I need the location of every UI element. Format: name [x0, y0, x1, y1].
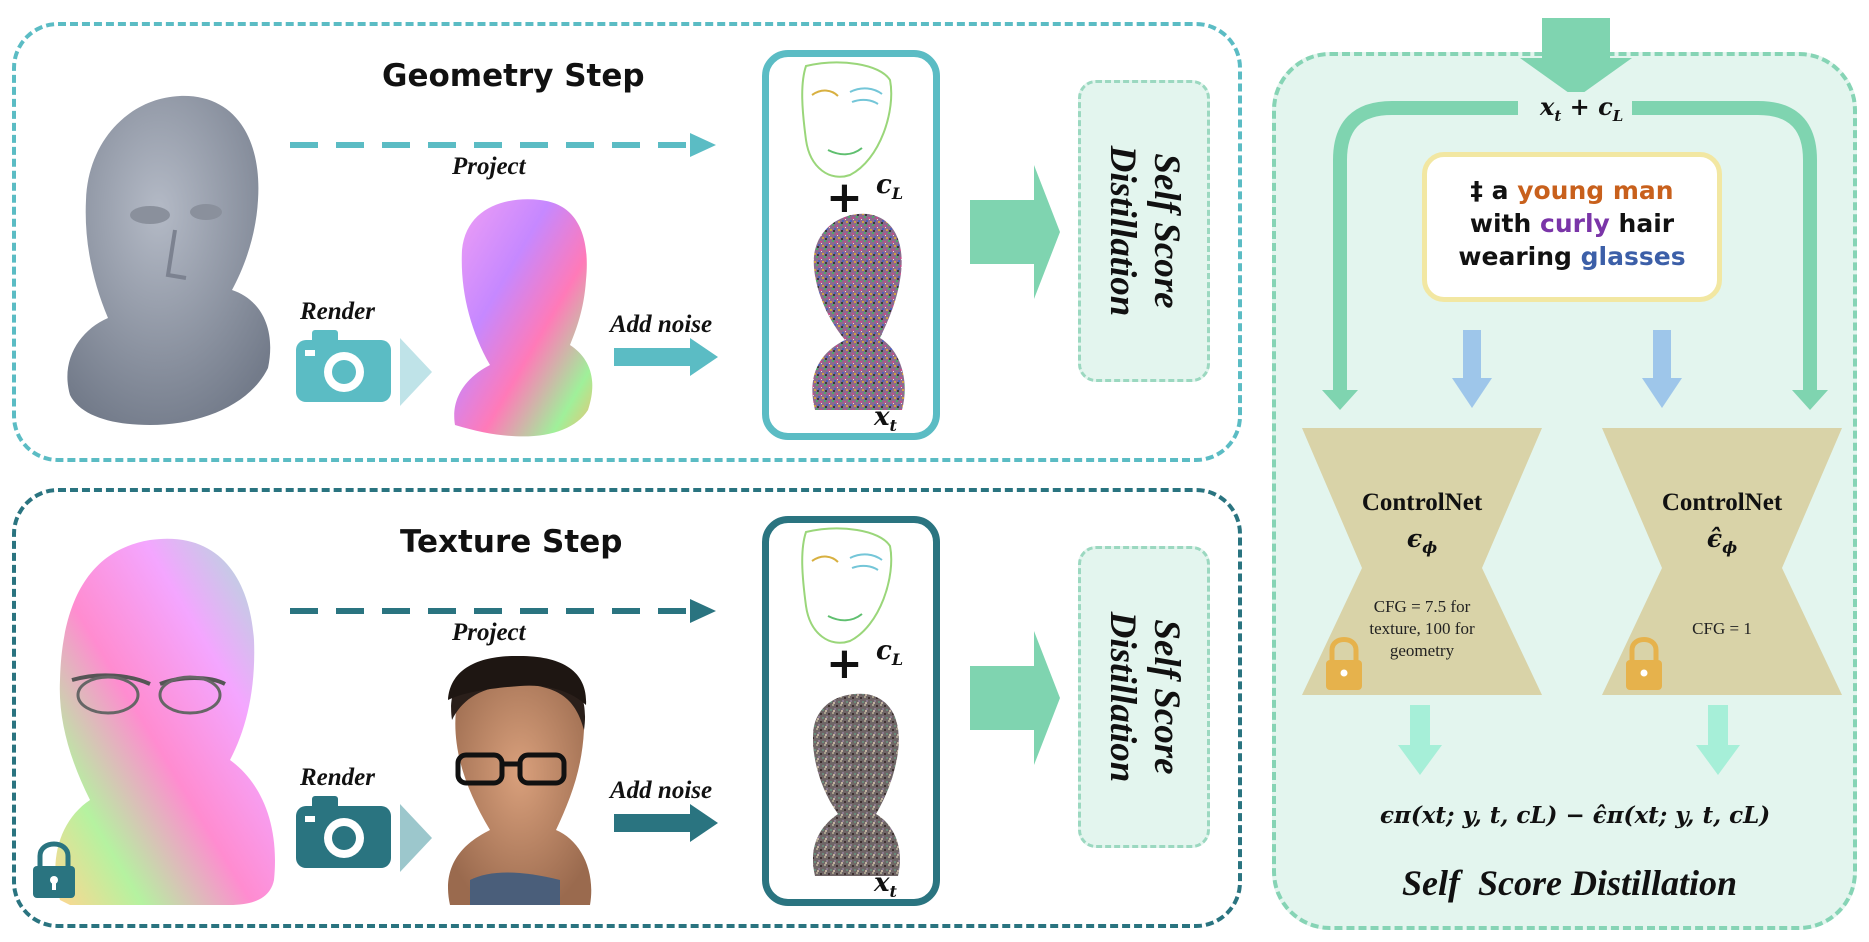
- texture-lock-icon: [33, 841, 75, 898]
- left-controlnet-output-arrow: [1398, 745, 1442, 775]
- geometry-landmark-sketch-image: [801, 61, 893, 178]
- geometry-camera-icon: [296, 330, 391, 402]
- controlnet-left-title: ControlNet: [1361, 489, 1483, 516]
- controlnet-left-cfg: CFG = 7.5 for texture, 100 for geometry: [1369, 597, 1475, 660]
- prompt-word: hair: [1609, 209, 1675, 238]
- right-controlnet-output-arrow: [1696, 745, 1740, 775]
- geometry-cl-label: cL: [876, 170, 904, 204]
- dagger-symbol: ‡: [1470, 176, 1483, 205]
- texture-plus-sign: +: [826, 638, 863, 689]
- texture-step-title: Texture Step: [400, 524, 623, 560]
- ssd-panel-title: Self Score Distillation: [1402, 863, 1738, 903]
- ssd-input-label: xt + cL: [1536, 92, 1628, 125]
- controlnet-right-symbol: ϵ̂ϕ: [1706, 524, 1738, 557]
- geometry-render-label: Render: [300, 298, 375, 325]
- geometry-project-label: Project: [452, 153, 526, 180]
- ssd-left-branch: [1333, 101, 1518, 395]
- text-prompt-box: ‡ a young man with curly hair wearing gl…: [1422, 152, 1722, 302]
- texture-landmark-sketch-image: [801, 527, 893, 644]
- geometry-step-panel: [12, 22, 1242, 462]
- texture-add-noise-label: Add noise: [610, 777, 713, 804]
- prompt-curly: curly: [1540, 209, 1610, 238]
- controlnet-left-symbol: ϵϕ: [1406, 524, 1438, 557]
- prompt-word: with: [1469, 209, 1541, 238]
- controlnet-right-lock-icon: [1626, 637, 1662, 690]
- geometry-to-ssd-arrow: [970, 165, 1060, 299]
- prompt-word: wearing: [1458, 242, 1581, 271]
- controlnet-right-cfg: CFG = 1: [1692, 619, 1752, 638]
- prompt-word: a: [1482, 176, 1518, 205]
- geometry-step-title: Geometry Step: [382, 58, 645, 94]
- prompt-to-right-controlnet-arrow: [1642, 378, 1682, 408]
- geometry-add-noise-label: Add noise: [610, 311, 713, 338]
- texture-cl-label: cL: [876, 636, 904, 670]
- geometry-ssd-box: Self Score Distillation: [1078, 80, 1210, 382]
- ssd-input-arrow: [1520, 18, 1632, 98]
- ssd-formula: ϵπ(xt; y, t, cL) − ϵ̂π(xt; y, t, cL): [1380, 802, 1771, 829]
- controlnet-right-shape: [1602, 428, 1842, 695]
- prompt-to-left-controlnet-arrow: [1452, 378, 1492, 408]
- ssd-right-branch: [1632, 101, 1817, 395]
- texture-rendered-face-image: [448, 655, 592, 905]
- grey-mesh-head-image: [67, 95, 271, 425]
- controlnet-left-lock-icon: [1326, 637, 1362, 690]
- texture-ssd-box: Self Score Distillation: [1078, 546, 1210, 848]
- controlnet-left-shape: [1302, 428, 1542, 695]
- controlnet-right-title: ControlNet: [1661, 489, 1783, 516]
- texture-project-label: Project: [452, 619, 526, 646]
- texture-camera-icon: [296, 796, 391, 868]
- prompt-glasses: glasses: [1580, 242, 1686, 271]
- texture-to-ssd-arrow: [970, 631, 1060, 765]
- geometry-noisy-head-image: [812, 213, 905, 410]
- prompt-young-man: young man: [1517, 176, 1674, 205]
- geometry-normal-map-head-image: [454, 199, 593, 437]
- texture-step-panel: [12, 488, 1242, 928]
- texture-normal-map-bust-image: [55, 538, 275, 905]
- texture-noisy-head-image: [812, 693, 900, 876]
- texture-render-label: Render: [300, 764, 375, 791]
